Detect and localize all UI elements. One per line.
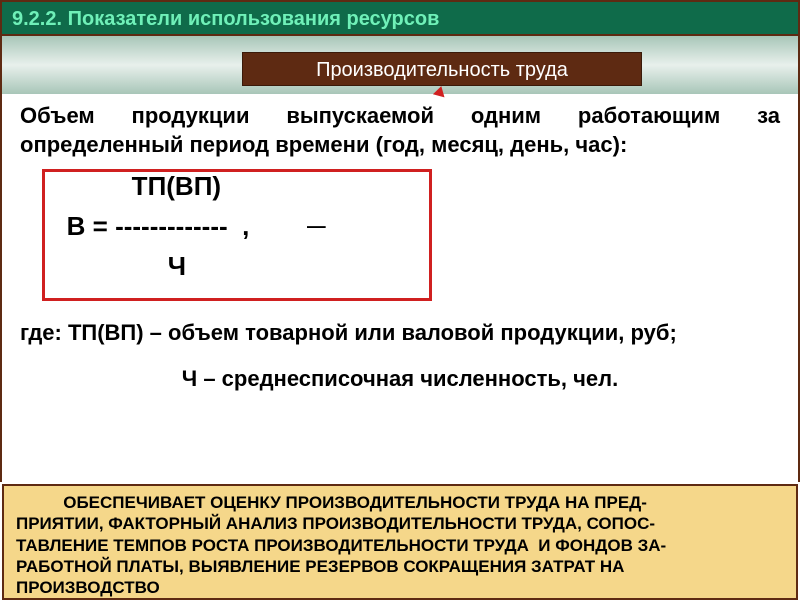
footer-note: ОБЕСПЕЧИВАЕТ ОЦЕНКУ ПРОИЗВОДИТЕЛЬНОСТИ Т… [2,484,798,600]
description-text: Объем продукции выпускаемой одним работа… [20,102,780,159]
formula-equation: В = ------------- , ─ [45,212,605,242]
content-area: Объем продукции выпускаемой одним работа… [0,94,800,482]
formula-numerator: ТП(ВП) [45,172,605,202]
formula-denominator: Ч [45,252,605,282]
formula-box: ТП(ВП) В = ------------- , ─ Ч [42,169,432,301]
section-title: 9.2.2. Показатели использования ресурсов [12,8,439,30]
topic-title: Производительность труда [316,59,568,81]
footer-text: ОБЕСПЕЧИВАЕТ ОЦЕНКУ ПРОИЗВОДИТЕЛЬНОСТИ Т… [16,492,784,598]
topic-box: Производительность труда [242,52,642,86]
formula-content: ТП(ВП) В = ------------- , ─ Ч [45,172,605,282]
subheader-bar: Производительность труда [0,36,800,94]
where-line-1: где: ТП(ВП) – объем товарной или валовой… [20,319,780,348]
where-line-2: Ч – среднесписочная численность, чел. [20,366,780,392]
section-header: 9.2.2. Показатели использования ресурсов [0,0,800,36]
